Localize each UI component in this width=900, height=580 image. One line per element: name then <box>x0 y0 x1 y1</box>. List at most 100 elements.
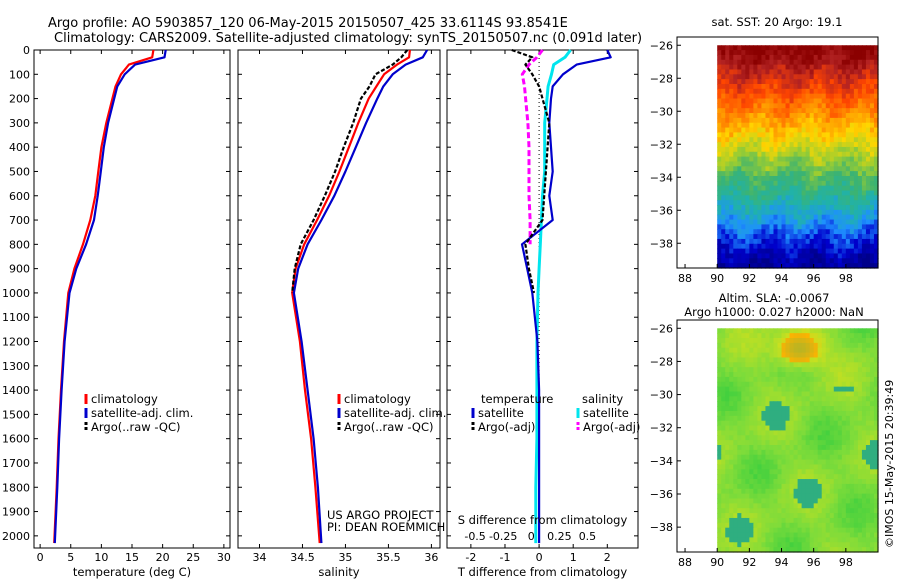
sst-map-cell <box>773 54 779 61</box>
sst-map-cell <box>809 88 815 95</box>
sla-map-cell <box>825 362 831 368</box>
sla-map-cell <box>753 464 758 470</box>
sst-map-cell <box>745 180 750 187</box>
sst-map-cell <box>749 146 754 153</box>
sst-map-cell <box>825 108 831 114</box>
sst-map-cell <box>845 64 851 71</box>
sla-map-cell <box>777 391 783 397</box>
sst-map-cell <box>721 243 726 250</box>
sst-map-cell <box>829 137 835 143</box>
sst-map-cell <box>841 79 847 85</box>
sla-map-cell <box>781 440 787 446</box>
sst-map-cell <box>793 171 799 177</box>
sst-map-cell <box>873 238 879 245</box>
sla-map-cell <box>761 401 767 407</box>
sst-map-cell <box>773 243 779 250</box>
sla-map-cell <box>769 517 775 524</box>
sla-map-cell <box>873 386 879 393</box>
sla-map-cell <box>725 386 730 393</box>
sla-map-cell <box>861 547 867 553</box>
sla-map-cell <box>789 493 795 500</box>
sst-map-cell <box>853 50 859 56</box>
sst-map-cell <box>833 74 839 80</box>
sst-map-cell <box>845 238 851 245</box>
sst-map-cell <box>845 209 851 216</box>
sla-map-cell <box>777 425 783 432</box>
sst-map-cell <box>805 103 811 109</box>
sst-map-cell <box>805 146 811 153</box>
sla-map-cell <box>721 449 726 456</box>
sst-map-cell <box>761 161 767 167</box>
sst-map-cell <box>797 50 803 56</box>
sst-map-cell <box>761 98 767 104</box>
sla-map-cell <box>745 367 750 373</box>
sst-map-cell <box>781 103 787 109</box>
sla-map-cell <box>849 449 855 456</box>
sst-map-cell <box>869 190 875 196</box>
sst-map-cell <box>737 238 742 245</box>
sst-map-cell <box>809 166 815 172</box>
sst-map-cell <box>737 229 742 235</box>
sla-map-cell <box>825 522 831 529</box>
sla-map-cell <box>725 342 730 349</box>
sla-map-cell <box>757 347 763 354</box>
sst-map-cell <box>849 113 855 119</box>
sla-map-cell <box>797 464 803 470</box>
sst-map-cell <box>785 253 791 259</box>
sla-map-cell <box>801 513 807 519</box>
sst-map-cell <box>773 151 779 158</box>
sla-map-cell <box>793 459 799 466</box>
sst-map-cell <box>857 74 863 80</box>
sst-map-cell <box>773 258 779 264</box>
sla-map-cell <box>769 333 775 339</box>
sst-map-cell <box>757 113 763 119</box>
sla-map-cell <box>717 386 722 393</box>
sla-map-cell <box>849 532 855 539</box>
sst-map-cell <box>849 93 855 100</box>
sst-map-cell <box>717 127 722 134</box>
sst-map-cell <box>745 243 750 250</box>
sla-map-cell <box>729 386 734 393</box>
sla-map-cell <box>857 357 863 363</box>
sst-map-cell <box>745 248 750 255</box>
sla-map-cell <box>781 498 787 504</box>
sst-map-cell <box>853 64 859 71</box>
sla-map-cell <box>793 357 799 363</box>
sla-map-cell <box>745 445 750 451</box>
difference-xtick-label: 0 <box>536 551 543 564</box>
sla-map-cell <box>749 415 754 422</box>
sla-map-cell <box>817 376 823 383</box>
sla-map-cell <box>825 338 831 344</box>
sst-map-cell <box>749 151 754 158</box>
sst-map-cell <box>845 93 851 100</box>
sla-map-cell <box>797 542 803 548</box>
sla-map-cell <box>861 537 867 543</box>
sla-map-cell <box>717 430 722 436</box>
sst-map-cell <box>757 127 763 134</box>
sst-map-cell <box>729 59 734 66</box>
sst-map-cell <box>769 190 775 196</box>
sst-map-cell <box>729 214 734 221</box>
sla-map-cell <box>737 333 742 339</box>
sla-map-cell <box>865 493 871 500</box>
sla-map-cell <box>825 376 831 383</box>
sla-map-cell <box>717 435 722 441</box>
sla-map-cell <box>793 425 799 432</box>
sst-map-cell <box>757 205 763 211</box>
sst-map-cell <box>765 175 771 182</box>
sst-map-cell <box>829 50 835 56</box>
sla-map-cell <box>833 464 839 470</box>
sla-map-cell <box>805 425 811 432</box>
sla-map-cell <box>757 333 763 339</box>
sla-map-cell <box>749 406 754 412</box>
sst-map-cell <box>781 54 787 61</box>
sst-map-cell <box>805 83 811 90</box>
sla-map-cell <box>777 537 783 543</box>
sla-map-cell <box>721 498 726 504</box>
sla-map-cell <box>717 381 722 388</box>
sla-map-cell <box>769 420 775 427</box>
sla-map-cell <box>733 522 738 529</box>
sla-map-cell <box>825 367 831 373</box>
sst-map-cell <box>729 229 734 235</box>
sla-map-cell <box>829 381 835 388</box>
